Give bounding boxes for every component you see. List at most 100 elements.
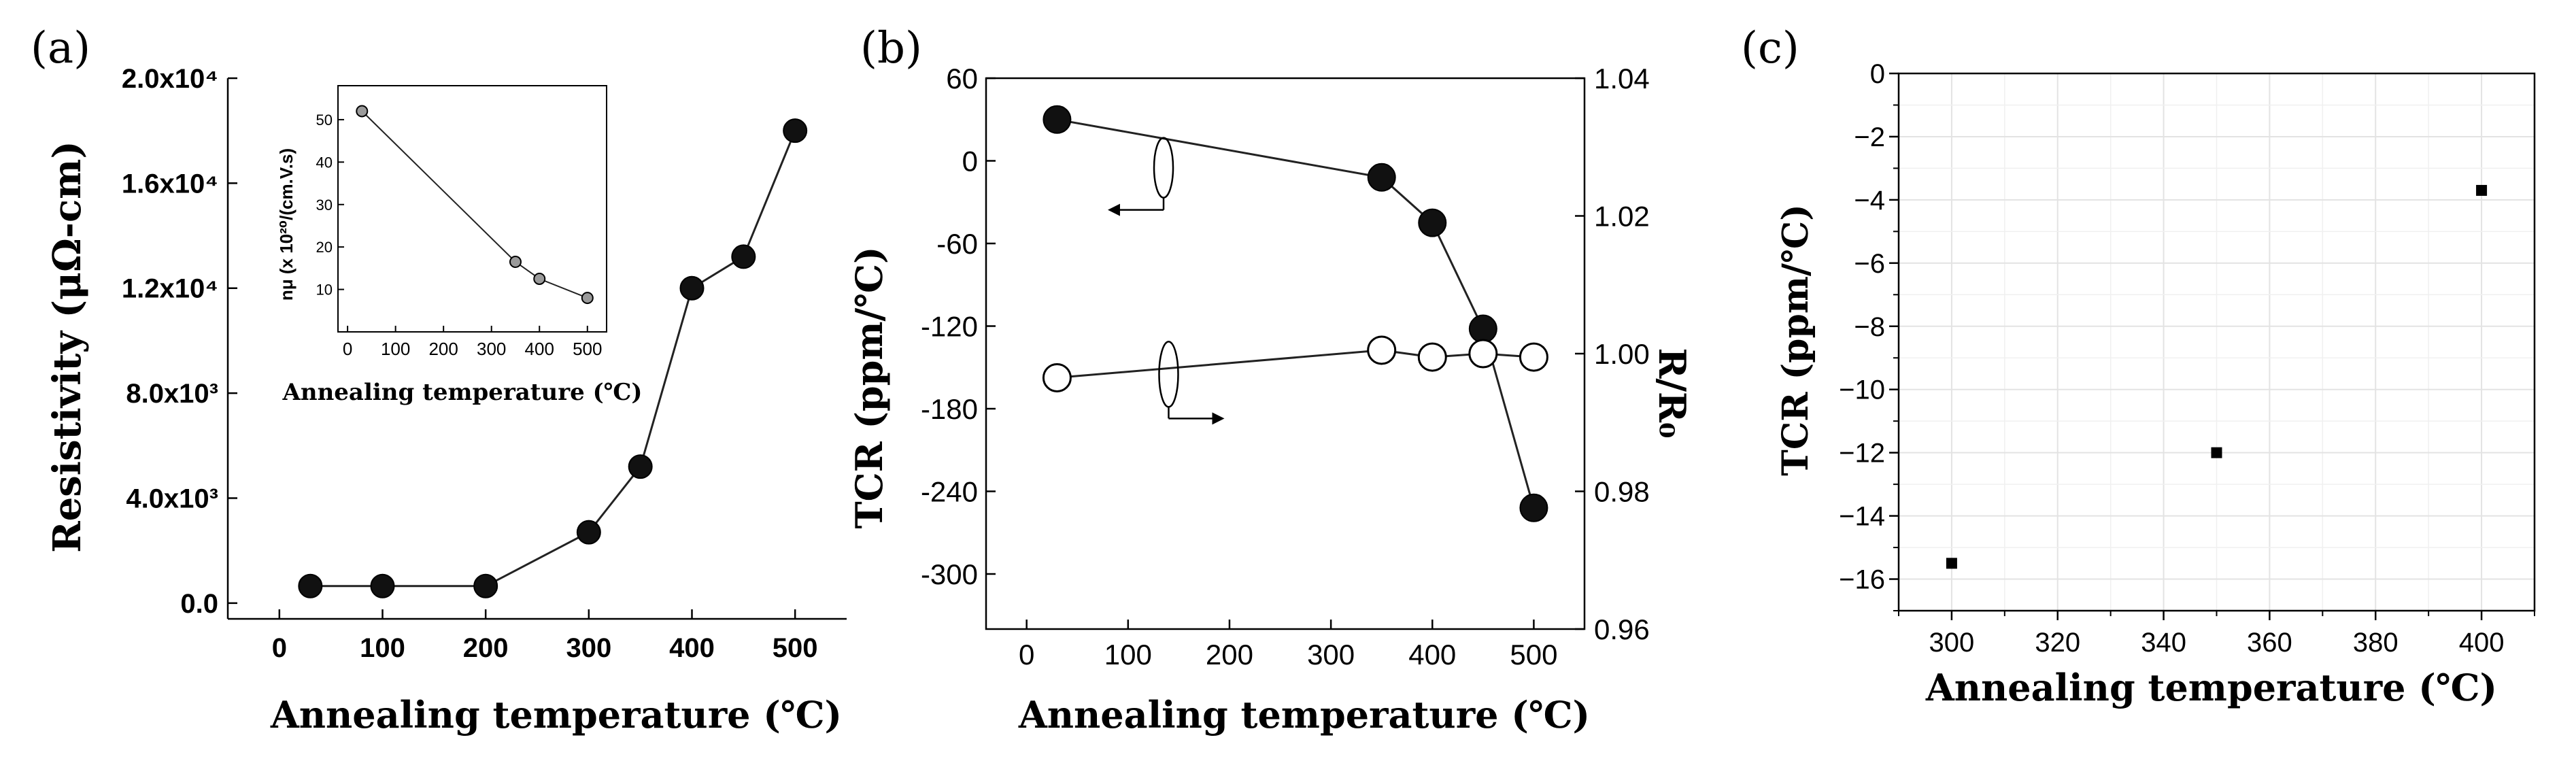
chart-b-xtick-label: 300 <box>1307 639 1355 671</box>
chart-b-left-indicator-ellipse <box>1153 137 1174 199</box>
chart-b-rr0-point <box>1042 362 1072 392</box>
chart-a-point <box>679 275 705 301</box>
chart-b-rr0-point <box>1417 342 1447 372</box>
chart-c-ytick-label: −14 <box>1839 502 1885 532</box>
chart-b: 60 0 -60 -120 -180 -240 -300 1.04 1.02 1.00 0.98 0.… <box>921 63 1650 671</box>
chart-a-inset-series-line <box>361 110 588 299</box>
chart-a-inset-xtick-label: 300 <box>477 339 506 359</box>
chart-c-ytick-label: −6 <box>1854 249 1885 279</box>
chart-b-ylabel: TCR (ppm/℃) <box>847 246 891 528</box>
chart-a-inset-ytick-label: 10 <box>316 282 333 299</box>
chart-b-ytick-right-label: 1.04 <box>1594 63 1650 95</box>
chart-a-inset-xtick-label: 0 <box>343 339 352 359</box>
chart-a-ytick-label: 2.0x10⁴ <box>122 64 218 94</box>
chart-a-xlabel: Annealing temperature (℃) <box>270 693 842 737</box>
chart-a-inset-xtick-label: 400 <box>525 339 554 359</box>
chart-c-xlabel: Annealing temperature (℃) <box>1925 666 2497 709</box>
chart-a-inset-point <box>356 105 369 118</box>
chart-c-xtick-label: 400 <box>2459 628 2505 658</box>
chart-a-ytick-label: 1.2x10⁴ <box>122 274 218 304</box>
chart-a-point <box>473 573 498 598</box>
chart-c-xtick-label: 300 <box>1929 628 1975 658</box>
chart-a-inset-ytick-label: 50 <box>316 112 333 129</box>
chart-a-xtick-label: 400 <box>669 633 715 663</box>
chart-a-point <box>298 573 323 598</box>
chart-c-ytick-label: −10 <box>1839 375 1885 405</box>
chart-b-tcr-point <box>1367 163 1396 192</box>
chart-c-xtick-label: 320 <box>2035 628 2080 658</box>
chart-b-tcr-point <box>1519 493 1548 522</box>
chart-b-rr0-point <box>1468 339 1498 369</box>
chart-a-inset-xtick-label: 500 <box>573 339 602 359</box>
panel-label-a: (a) <box>31 23 90 73</box>
chart-a-point <box>783 118 808 143</box>
chart-a-xtick-label: 0 <box>272 633 287 663</box>
chart-a-xtick-label: 200 <box>463 633 509 663</box>
chart-b-xtick-label: 200 <box>1206 639 1253 671</box>
chart-b-ytick-label: -240 <box>921 476 978 508</box>
chart-b-ytick-label: -60 <box>936 228 978 260</box>
chart-b-ytick-label: 0 <box>962 146 978 177</box>
chart-a-xtick-label: 100 <box>360 633 405 663</box>
chart-c-ylabel: TCR (ppm/℃) <box>1775 204 1816 476</box>
panel-label-c: (c) <box>1741 23 1799 73</box>
panel-label-b: (b) <box>860 23 922 73</box>
chart-a-xtick-label: 300 <box>566 633 611 663</box>
chart-a-point <box>628 454 653 479</box>
chart-c-point <box>1946 558 1957 569</box>
chart-a-inset-ytick-label: 30 <box>316 197 333 214</box>
chart-b-rr0-point <box>1519 342 1548 372</box>
chart-a-inset-xlabel: Annealing temperature (℃) <box>282 379 642 406</box>
chart-b-tcr-point <box>1043 105 1072 134</box>
chart-b-ytick-right-label: 1.02 <box>1594 201 1650 233</box>
chart-b-ytick-label: 60 <box>946 63 978 95</box>
chart-a-inset-point <box>581 292 594 305</box>
chart-a-xtick-label: 500 <box>773 633 818 663</box>
chart-a-ytick-label: 0.0 <box>180 589 218 619</box>
chart-a-point <box>370 573 395 598</box>
chart-a-inset-point <box>533 272 546 285</box>
chart-b-xtick-label: 0 <box>1019 639 1034 671</box>
chart-a-inset-ylabel: nμ (x 10²⁰/(cm.V.s) <box>276 148 296 301</box>
chart-c-xtick-label: 340 <box>2141 628 2186 658</box>
chart-b-xlabel: Annealing temperature (℃) <box>1018 693 1590 737</box>
chart-b-left-indicator-arrowhead <box>1107 203 1120 216</box>
chart-a-inset-xtick-label: 100 <box>381 339 410 359</box>
chart-b-tcr-line <box>1057 118 1535 509</box>
chart-b-xtick-label: 100 <box>1104 639 1152 671</box>
chart-a-point <box>731 244 756 269</box>
chart-b-right-indicator-ellipse <box>1158 341 1179 408</box>
chart-c-ytick-label: −12 <box>1839 439 1885 469</box>
chart-b-xtick-label: 400 <box>1408 639 1456 671</box>
chart-b-ylabel-right: R/R₀ <box>1650 348 1694 438</box>
chart-a-inset-ytick-label: 20 <box>316 239 333 256</box>
chart-c-point <box>2211 447 2222 458</box>
chart-a-inset-frame <box>337 85 607 333</box>
chart-b-ytick-label: -300 <box>921 558 978 590</box>
chart-c-ytick-label: −8 <box>1854 312 1885 342</box>
chart-a-ytick-label: 8.0x10³ <box>126 379 218 409</box>
chart-b-tcr-point <box>1418 208 1447 237</box>
chart-a-ytick-label: 4.0x10³ <box>126 484 218 513</box>
chart-b-rr0-point <box>1367 335 1397 365</box>
chart-c-xtick-label: 360 <box>2247 628 2292 658</box>
chart-c-ytick-label: −16 <box>1839 565 1885 595</box>
chart-a-inset-xtick-label: 200 <box>428 339 458 359</box>
chart-b-rr0-line <box>1057 349 1534 379</box>
chart-c-point <box>2476 184 2488 196</box>
chart-c-ytick-label: −2 <box>1854 122 1885 152</box>
chart-a-inset-point <box>509 256 522 269</box>
chart-b-ytick-label: -180 <box>921 393 978 425</box>
chart-a-inset-ytick-label: 40 <box>316 154 333 171</box>
chart-b-right-indicator-arrowhead <box>1212 412 1225 425</box>
chart-c-ytick-label: −4 <box>1854 186 1885 216</box>
chart-b-ytick-label: -120 <box>921 311 978 343</box>
chart-a: 0.0 4.0x10³ 8.0x10³ 1.2x10⁴ 1.6x10⁴ 2.0x10⁴ 0 1… <box>122 64 847 663</box>
chart-b-ytick-right-label: 0.96 <box>1594 613 1650 645</box>
chart-c-ytick-label: 0 <box>1870 59 1885 89</box>
chart-b-xtick-label: 500 <box>1510 639 1557 671</box>
chart-a-ylabel: Resistivity (μΩ-cm) <box>45 141 90 553</box>
chart-b-tcr-point <box>1468 314 1497 343</box>
